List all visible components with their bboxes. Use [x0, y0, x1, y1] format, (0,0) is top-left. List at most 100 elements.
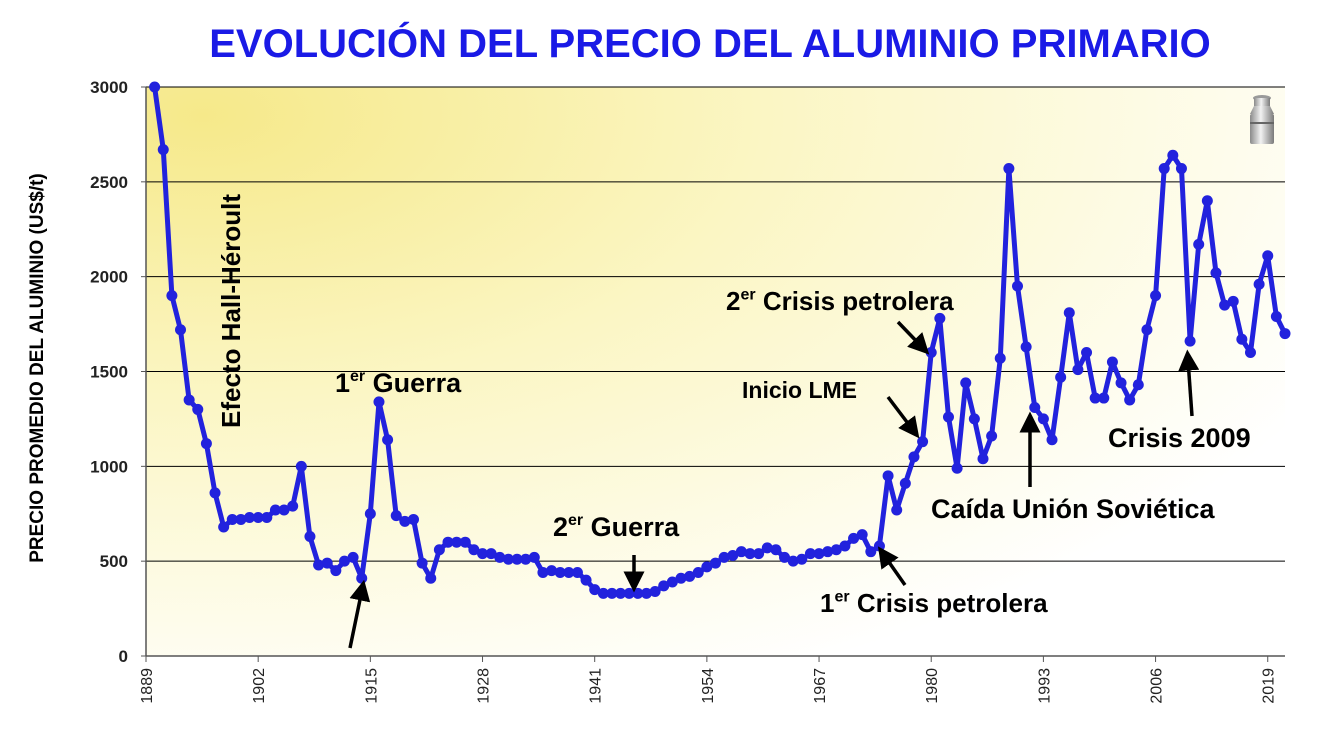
- x-tick-label: 1915: [363, 668, 380, 704]
- data-point: [770, 544, 782, 556]
- x-tick-label: 1941: [588, 668, 605, 704]
- data-point: [295, 460, 307, 472]
- data-point: [451, 536, 463, 548]
- data-point: [744, 548, 756, 560]
- data-point: [1175, 163, 1187, 175]
- y-tick-label: 1500: [90, 363, 128, 382]
- data-point: [960, 377, 972, 389]
- data-point: [597, 587, 609, 599]
- annotation-second-war: 2er Guerra: [553, 512, 680, 542]
- data-point: [407, 513, 419, 525]
- data-point: [269, 504, 281, 516]
- data-point: [968, 413, 980, 425]
- data-point: [1210, 267, 1222, 279]
- data-point: [200, 438, 212, 450]
- data-point: [753, 548, 765, 560]
- data-point: [347, 551, 359, 563]
- data-point: [925, 347, 937, 359]
- y-tick-label: 0: [119, 647, 128, 666]
- arrow-crisis-2009: [1178, 349, 1200, 417]
- data-point: [873, 540, 885, 552]
- data-point: [1253, 278, 1265, 290]
- arrow-inicio-lme: [886, 395, 920, 439]
- data-point: [856, 529, 868, 541]
- data-point: [839, 540, 851, 552]
- y-tick-label: 2500: [90, 173, 128, 192]
- data-point: [796, 553, 808, 565]
- annotation-hall-heroult: Efecto Hall-Héroult: [216, 194, 246, 428]
- data-point: [554, 567, 566, 579]
- data-point: [1020, 341, 1032, 353]
- data-point: [373, 396, 385, 408]
- data-point: [563, 567, 575, 579]
- data-point: [149, 81, 161, 93]
- data-point: [1081, 347, 1093, 359]
- data-point: [1029, 402, 1041, 414]
- data-point: [615, 587, 627, 599]
- annotation-crisis-2009: Crisis 2009: [1108, 423, 1251, 453]
- data-point: [416, 557, 428, 569]
- data-point: [502, 553, 514, 565]
- x-tick-label: 1980: [924, 668, 941, 704]
- data-point: [779, 551, 791, 563]
- data-point: [192, 403, 204, 415]
- data-point: [701, 561, 713, 573]
- data-point: [382, 434, 394, 446]
- data-point: [1124, 394, 1136, 406]
- milk-can-icon: [1250, 95, 1274, 144]
- data-point: [899, 477, 911, 489]
- data-point: [891, 504, 903, 516]
- data-point: [761, 542, 773, 554]
- data-point: [494, 551, 506, 563]
- data-point: [822, 546, 834, 558]
- data-point: [364, 508, 376, 520]
- data-point: [727, 549, 739, 561]
- x-tick-label: 1967: [812, 668, 829, 704]
- data-point: [338, 555, 350, 567]
- x-tick-label: 1902: [251, 668, 268, 704]
- data-point: [580, 574, 592, 586]
- data-point: [175, 324, 187, 336]
- data-point: [511, 553, 523, 565]
- data-point: [1089, 392, 1101, 404]
- data-point: [399, 515, 411, 527]
- data-point: [235, 513, 247, 525]
- data-point: [1184, 335, 1196, 347]
- chart-title: EVOLUCIÓN DEL PRECIO DEL ALUMINIO PRIMAR…: [209, 22, 1211, 66]
- data-point: [1167, 149, 1179, 161]
- data-point: [1003, 163, 1015, 175]
- data-point: [1236, 333, 1248, 345]
- data-point: [218, 521, 230, 533]
- arrow-second-oil-crisis: [896, 320, 930, 355]
- data-point: [951, 462, 963, 474]
- annotation-inicio-lme: Inicio LME: [742, 377, 857, 403]
- data-point: [356, 572, 368, 584]
- data-point: [571, 567, 583, 579]
- annotation-first-war: 1er Guerra: [335, 368, 462, 398]
- data-point: [942, 411, 954, 423]
- data-point: [209, 487, 221, 499]
- data-point: [848, 532, 860, 544]
- data-point: [390, 510, 402, 522]
- data-point: [934, 312, 946, 324]
- data-point: [1244, 347, 1256, 359]
- data-point: [1193, 238, 1205, 250]
- data-point: [287, 500, 299, 512]
- data-point: [1201, 195, 1213, 207]
- data-point: [589, 584, 601, 596]
- data-point: [425, 572, 437, 584]
- data-point: [1270, 310, 1282, 322]
- data-point: [157, 144, 169, 156]
- data-point: [278, 504, 290, 516]
- data-point: [468, 544, 480, 556]
- data-point: [459, 536, 471, 548]
- x-tick-label: 2019: [1261, 668, 1278, 704]
- data-point: [917, 436, 929, 448]
- data-point: [477, 548, 489, 560]
- x-tick-label: 1889: [139, 668, 156, 704]
- data-point: [1150, 290, 1162, 302]
- x-tick-label: 1928: [476, 668, 493, 704]
- data-point: [183, 394, 195, 406]
- data-point: [1115, 377, 1127, 389]
- data-point: [1037, 413, 1049, 425]
